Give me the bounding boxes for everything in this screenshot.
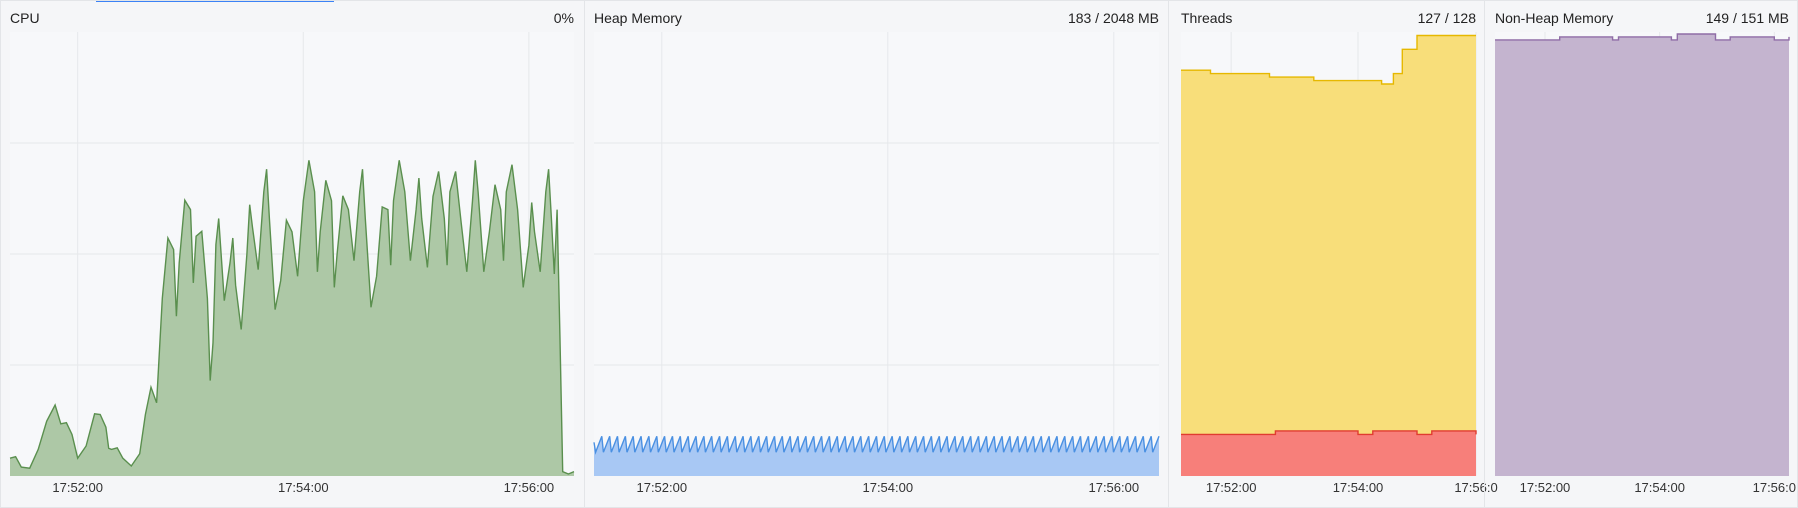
nonheap-series-area [1495,34,1789,476]
heap-x-tick-label: 17:52:00 [636,480,687,495]
nonheap-chart[interactable]: 17:52:00 17:54:00 17:56:0 [1495,0,1789,508]
cpu-chart[interactable]: 17:52:00 17:54:00 17:56:00 [10,0,574,508]
heap-chart[interactable]: 17:52:00 17:54:00 17:56:00 [594,0,1159,508]
nonheap-x-tick-label: 17:56:0 [1753,480,1796,495]
nonheap-x-tick-label: 17:54:00 [1634,480,1685,495]
heap-x-tick-label: 17:54:00 [862,480,913,495]
threads-daemon-area [1181,431,1476,476]
panel-divider [1168,0,1169,508]
threads-panel: Threads 127 / 128 17:52:00 17:54:00 17:56:… [1181,0,1476,508]
non-heap-memory-panel: Non-Heap Memory 149 / 151 MB 17:52:00 17:… [1495,0,1789,508]
panel-divider [584,0,585,508]
heap-memory-panel: Heap Memory 183 / 2048 MB 17:52:00 17:54:… [594,0,1159,508]
panel-divider [1484,0,1485,508]
threads-chart[interactable]: 17:52:00 17:54:00 17:56:0 [1181,0,1476,508]
threads-x-tick-label: 17:56:0 [1454,480,1497,495]
nonheap-x-tick-label: 17:52:00 [1520,480,1571,495]
cpu-panel: CPU 0% 17:52:00 17:54:00 17:56:00 [10,0,574,508]
cpu-x-tick-label: 17:54:00 [278,480,329,495]
heap-x-tick-label: 17:56:00 [1088,480,1139,495]
cpu-x-tick-label: 17:56:00 [504,480,555,495]
threads-live-area [1181,36,1476,477]
threads-x-tick-label: 17:52:00 [1206,480,1257,495]
cpu-x-tick-label: 17:52:00 [52,480,103,495]
threads-x-tick-label: 17:54:00 [1333,480,1384,495]
